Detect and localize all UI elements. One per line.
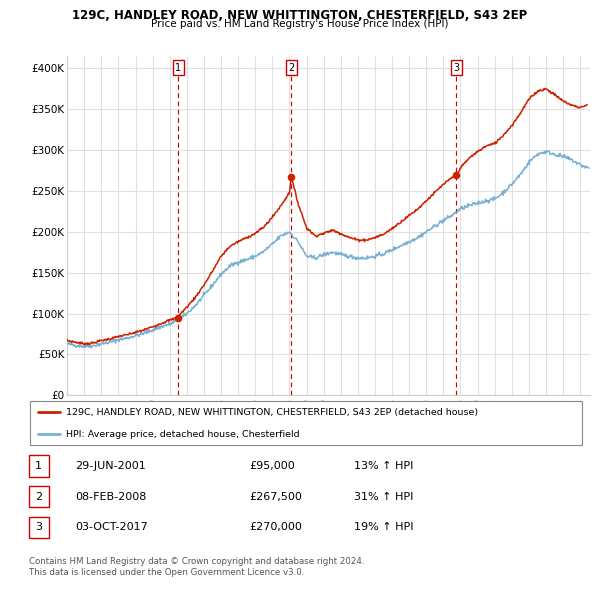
Text: £267,500: £267,500 xyxy=(249,492,302,502)
Text: 29-JUN-2001: 29-JUN-2001 xyxy=(75,461,146,471)
Text: 13% ↑ HPI: 13% ↑ HPI xyxy=(354,461,413,471)
Text: Contains HM Land Registry data © Crown copyright and database right 2024.: Contains HM Land Registry data © Crown c… xyxy=(29,558,364,566)
Text: 3: 3 xyxy=(35,523,42,532)
Text: 2: 2 xyxy=(35,492,42,502)
Text: HPI: Average price, detached house, Chesterfield: HPI: Average price, detached house, Ches… xyxy=(66,430,299,439)
Text: 129C, HANDLEY ROAD, NEW WHITTINGTON, CHESTERFIELD, S43 2EP: 129C, HANDLEY ROAD, NEW WHITTINGTON, CHE… xyxy=(73,9,527,22)
Text: 2: 2 xyxy=(288,63,295,73)
Text: £270,000: £270,000 xyxy=(249,523,302,532)
Text: 3: 3 xyxy=(453,63,459,73)
Text: 1: 1 xyxy=(175,63,181,73)
Text: 31% ↑ HPI: 31% ↑ HPI xyxy=(354,492,413,502)
Text: £95,000: £95,000 xyxy=(249,461,295,471)
Text: 1: 1 xyxy=(35,461,42,471)
Text: Price paid vs. HM Land Registry's House Price Index (HPI): Price paid vs. HM Land Registry's House … xyxy=(151,19,449,29)
Text: 08-FEB-2008: 08-FEB-2008 xyxy=(75,492,146,502)
Text: 03-OCT-2017: 03-OCT-2017 xyxy=(75,523,148,532)
Text: 19% ↑ HPI: 19% ↑ HPI xyxy=(354,523,413,532)
Text: This data is licensed under the Open Government Licence v3.0.: This data is licensed under the Open Gov… xyxy=(29,568,304,577)
Text: 129C, HANDLEY ROAD, NEW WHITTINGTON, CHESTERFIELD, S43 2EP (detached house): 129C, HANDLEY ROAD, NEW WHITTINGTON, CHE… xyxy=(66,408,478,417)
